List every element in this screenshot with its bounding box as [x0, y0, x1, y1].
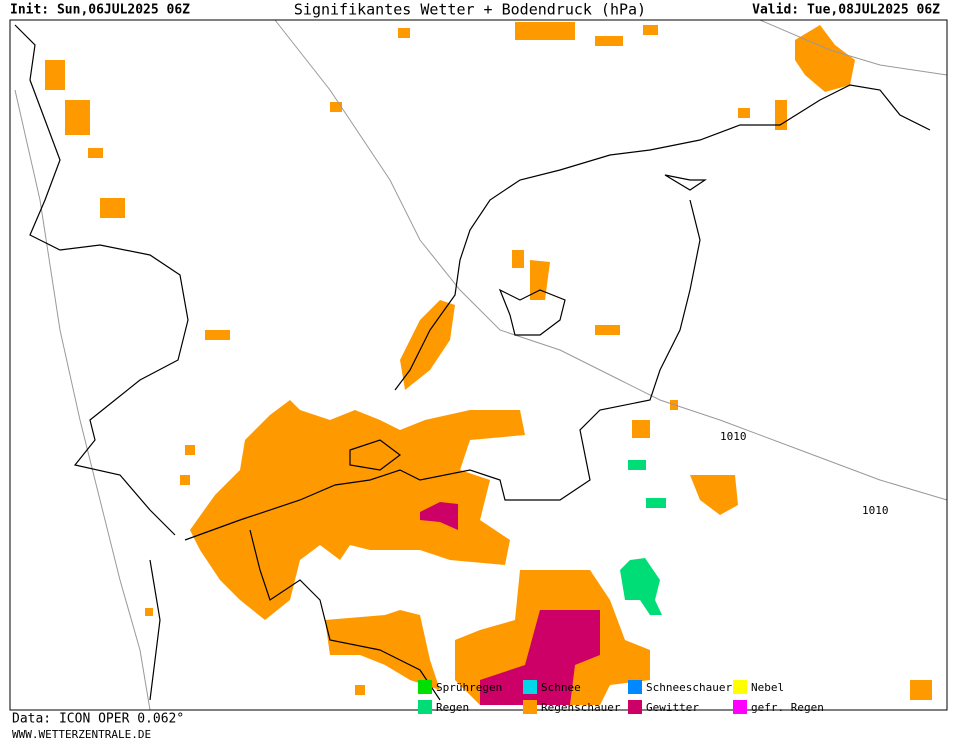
precip-area — [738, 108, 750, 118]
island — [349, 439, 401, 471]
precip-area — [530, 260, 550, 300]
precip-area — [690, 475, 738, 515]
coastline — [394, 84, 931, 391]
init-time: Init: Sun,06JUL2025 06Z — [10, 3, 190, 18]
precip-area — [512, 250, 524, 268]
legend-swatch — [733, 680, 747, 694]
legend-label: Sprühregen — [436, 681, 502, 694]
legend-label: gefr. Regen — [751, 701, 824, 714]
precip-area — [643, 25, 658, 35]
precip-area — [325, 610, 440, 690]
isobar — [759, 19, 948, 76]
precip-areas — [45, 22, 932, 705]
precip-area — [910, 680, 932, 700]
isobar-label: 1010 — [720, 430, 747, 443]
isobar — [274, 19, 948, 501]
legend-swatch — [523, 680, 537, 694]
precip-area — [145, 608, 153, 616]
precip-area — [65, 100, 90, 135]
precip-area — [45, 60, 65, 90]
precip-area — [620, 558, 662, 615]
precip-area — [595, 325, 620, 335]
border — [184, 199, 701, 541]
legend-label: Gewitter — [646, 701, 699, 714]
valid-time: Valid: Tue,08JUL2025 06Z — [752, 3, 940, 18]
precip-area — [420, 502, 458, 530]
legend-label: Schneeschauer — [646, 681, 732, 694]
precip-area — [515, 22, 575, 40]
precip-area — [632, 420, 650, 438]
legend-swatch — [418, 700, 432, 714]
precip-area — [628, 460, 646, 470]
precip-area — [185, 445, 195, 455]
map-frame — [9, 19, 948, 711]
data-source: Data: ICON OPER 0.062° — [12, 712, 184, 727]
border — [249, 529, 441, 701]
precip-area — [205, 330, 230, 340]
precip-area — [180, 475, 190, 485]
legend-swatch — [628, 680, 642, 694]
legend-swatch — [628, 700, 642, 714]
lake — [498, 288, 566, 336]
precip-area — [400, 300, 455, 390]
estuary — [664, 174, 707, 191]
legend-label: Schnee — [541, 681, 581, 694]
precip-area — [190, 400, 525, 620]
legend-swatch — [523, 700, 537, 714]
legend-label: Regen — [436, 701, 469, 714]
precip-area — [355, 685, 365, 695]
legend-swatch — [733, 700, 747, 714]
legend-swatch — [418, 680, 432, 694]
precip-area — [398, 28, 410, 38]
coastline — [14, 24, 189, 536]
legend-label: Nebel — [751, 681, 784, 694]
legend-label: Regenschauer — [541, 701, 621, 714]
precip-area — [88, 148, 103, 158]
precip-area — [100, 198, 125, 218]
geography — [9, 19, 948, 711]
isobar-label: 1010 — [862, 504, 889, 517]
precip-area — [646, 498, 666, 508]
precip-area — [595, 36, 623, 46]
border — [149, 559, 161, 701]
precip-area — [330, 102, 342, 112]
website: WWW.WETTERZENTRALE.DE — [12, 728, 151, 741]
legend: Sprühregen Schnee Schneeschauer Nebel Regen R… — [418, 680, 824, 714]
map-title: Signifikantes Wetter + Bodendruck (hPa) — [294, 1, 646, 19]
isobar — [14, 89, 151, 711]
precip-area — [480, 610, 600, 705]
